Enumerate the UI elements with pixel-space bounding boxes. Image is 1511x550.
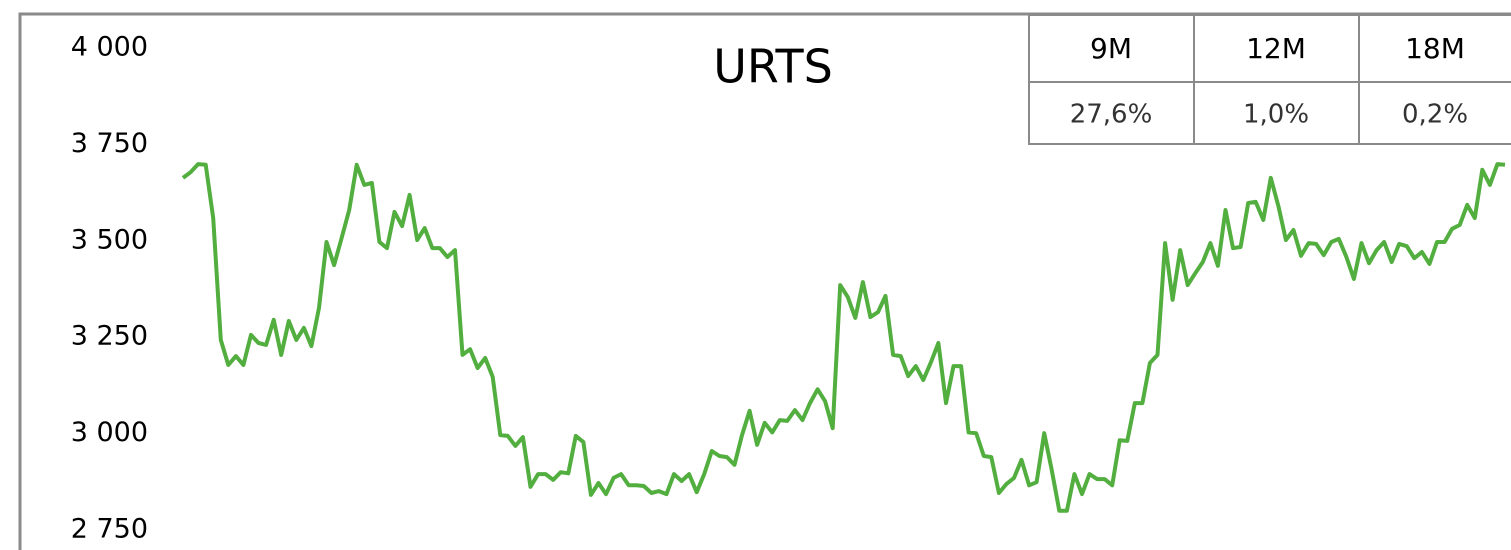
table-cell: 27,6% xyxy=(1070,100,1153,130)
line xyxy=(181,162,1506,513)
chart-title: URTS xyxy=(713,40,833,94)
table-header: 9M xyxy=(1090,32,1132,65)
y-tick-label: 2 750 xyxy=(71,514,148,545)
table-border xyxy=(1028,14,1511,145)
returns-table xyxy=(1028,14,1511,145)
table-cell: 1,0% xyxy=(1243,100,1309,130)
y-tick-label: 3 500 xyxy=(71,224,148,255)
table-header: 12M xyxy=(1246,32,1306,65)
y-tick-label: 3 750 xyxy=(71,128,148,159)
table-header: 18M xyxy=(1405,32,1465,65)
y-tick-label: 3 000 xyxy=(71,417,148,448)
y-tick-label: 3 250 xyxy=(71,321,148,352)
y-tick-label: 4 000 xyxy=(71,32,148,63)
table-cell: 0,2% xyxy=(1402,100,1468,130)
frame xyxy=(18,12,1511,550)
